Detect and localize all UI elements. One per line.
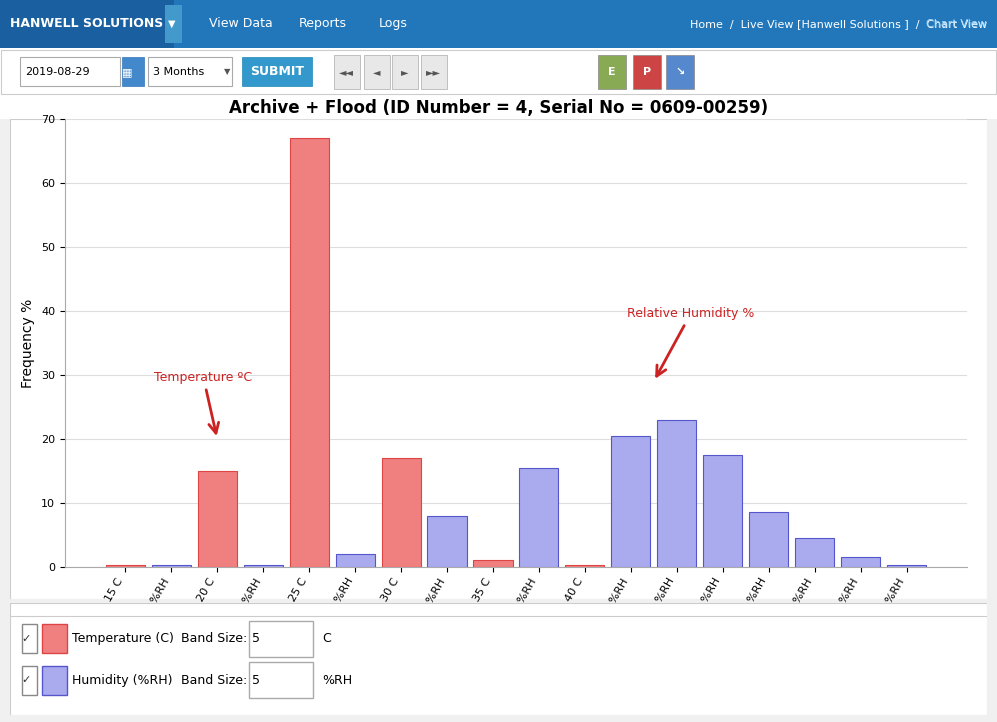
Text: ►►: ►►	[426, 67, 442, 77]
Text: 5: 5	[252, 674, 260, 687]
Bar	[598, 55, 626, 89]
Bar	[243, 565, 283, 567]
Text: Logs: Logs	[379, 17, 408, 30]
Text: Relative Humidity %: Relative Humidity %	[627, 308, 755, 376]
Text: ↘: ↘	[675, 67, 685, 77]
Bar	[152, 565, 190, 567]
Bar	[428, 516, 467, 567]
Text: ►: ►	[401, 67, 409, 77]
Bar	[796, 538, 834, 567]
Bar	[421, 55, 447, 89]
Bar	[290, 139, 329, 567]
Bar	[841, 557, 880, 567]
Text: ◄◄: ◄◄	[339, 67, 355, 77]
Text: SUBMIT: SUBMIT	[250, 65, 304, 79]
Text: 3 Months: 3 Months	[153, 67, 203, 77]
Bar	[611, 435, 650, 567]
Text: ✓: ✓	[22, 634, 31, 644]
Text: ◄: ◄	[373, 67, 381, 77]
Bar	[749, 513, 789, 567]
Text: Band Size:: Band Size:	[180, 632, 247, 645]
Bar	[565, 565, 604, 567]
Text: ✓: ✓	[22, 675, 31, 685]
Text: Band Size:: Band Size:	[180, 674, 247, 687]
Bar	[519, 468, 558, 567]
Bar	[197, 471, 236, 567]
Text: Reports: Reports	[299, 17, 347, 30]
Bar	[249, 662, 313, 698]
Text: E: E	[608, 67, 616, 77]
Bar	[42, 624, 67, 653]
Bar	[703, 455, 742, 567]
Bar	[0, 0, 174, 48]
Bar	[382, 458, 421, 567]
Bar	[242, 57, 312, 87]
Text: Humidity (%RH): Humidity (%RH)	[72, 674, 172, 687]
Text: ▼: ▼	[167, 19, 175, 29]
Bar	[887, 565, 926, 567]
Bar	[666, 55, 694, 89]
Bar	[20, 57, 120, 87]
Bar	[364, 55, 390, 89]
Bar	[22, 624, 37, 653]
Bar	[106, 565, 145, 567]
Bar	[148, 57, 232, 87]
Text: ▦: ▦	[123, 67, 133, 77]
Bar	[249, 621, 313, 656]
Text: 2019-08-29: 2019-08-29	[25, 67, 90, 77]
Text: Home  /  Live View [Hanwell Solutions ]  /  Chart View: Home / Live View [Hanwell Solutions ] / …	[690, 19, 987, 29]
Bar	[122, 57, 144, 87]
Bar	[165, 5, 182, 43]
Text: ▼: ▼	[224, 67, 231, 77]
Text: C: C	[323, 632, 331, 645]
Bar	[657, 419, 696, 567]
Bar	[334, 55, 360, 89]
Text: Temperature (C): Temperature (C)	[72, 632, 173, 645]
Bar	[474, 560, 512, 567]
Text: HANWELL SOLUTIONS: HANWELL SOLUTIONS	[10, 17, 164, 30]
Text: Archive + Flood (ID Number = 4, Serial No = 0609-00259): Archive + Flood (ID Number = 4, Serial N…	[229, 99, 768, 116]
Text: Temperature ºC: Temperature ºC	[155, 371, 252, 433]
Text: 5: 5	[252, 632, 260, 645]
Bar	[22, 666, 37, 695]
Text: P: P	[643, 67, 651, 77]
Text: Chart View: Chart View	[870, 19, 987, 29]
Text: View Data: View Data	[209, 17, 273, 30]
Bar	[336, 554, 375, 567]
Bar	[42, 666, 67, 695]
Text: %RH: %RH	[323, 674, 353, 687]
Y-axis label: Frequency %: Frequency %	[21, 298, 36, 388]
Bar	[633, 55, 661, 89]
Bar	[392, 55, 418, 89]
